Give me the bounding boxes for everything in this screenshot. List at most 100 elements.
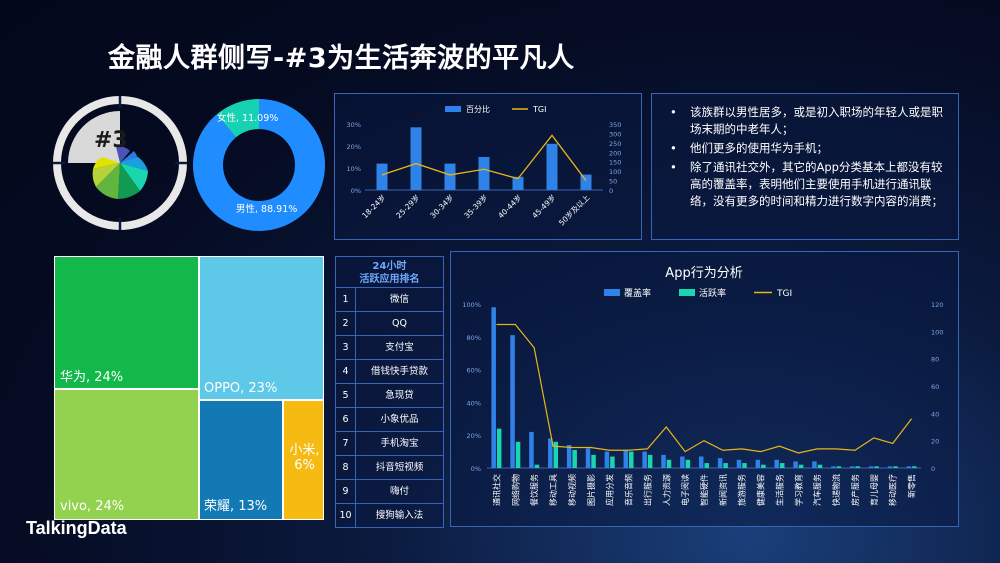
treemap-label: 荣耀, 13% [204,499,268,514]
talkingdata-logo: TalkingData [26,518,127,538]
cover-bar [755,459,761,468]
gender-label-female: 女性, 11.09% [217,112,278,124]
age-bar [376,163,388,190]
age-bar [478,157,490,190]
ranking-row: 7 手机淘宝 [336,432,443,456]
insight-item: 除了通讯社交外，其它的App分类基本上都没有较高的覆盖率，表明他们主要使用手机进… [668,159,948,210]
badge-label: #3 [94,128,128,153]
cover-bar [793,461,798,468]
x-tick-label: 育儿母婴 [869,474,879,506]
age-bar [546,143,558,190]
y-tick-right: 100 [931,328,943,336]
legend-label-tgi: TGI [776,289,792,299]
active-bar [742,463,747,468]
treemap-label: 华为, 24% [60,370,124,385]
ranking-row: 3 支付宝 [336,336,443,360]
x-tick-label: 50岁及以上 [556,192,591,227]
y-tick-left: 60% [467,367,481,375]
app-ranking-table: 24小时 活跃应用排名 1 微信 2 QQ 3 支付宝 4 借钱快手贷款 5 急现贷 6 小象优品 7 手… [335,256,444,528]
active-bar [798,464,804,468]
legend-label-cover: 覆盖率 [624,287,651,299]
y-tick-left: 20% [467,432,481,440]
legend-swatch-cover [604,289,620,296]
cover-bar [585,448,591,468]
age-chart-panel: 百分比 TGI 0% 10% 20% 30% 0 50 100 150 200 250 300 350 18… [334,93,642,240]
y-tick-right: 60 [931,383,939,391]
y-tick-left: 40% [467,399,481,407]
rank-app-name: 抖音短视频 [375,462,424,473]
rank-app-name: 支付宝 [385,342,414,353]
active-bar [572,449,577,468]
cover-bar [548,438,553,468]
cover-bar [831,466,836,468]
rank-number: 10 [336,504,356,528]
y-tick-right: 0 [609,187,613,195]
y-tick-left: 20% [347,143,361,151]
treemap-cell-oppo: OPPO, 23% [199,256,324,400]
segment-badge: #3 [53,96,187,230]
treemap-label: 小米, 6% [289,443,320,473]
rank-app-name: 急现贷 [385,390,414,401]
rank-app-name: QQ [392,318,407,329]
active-bar [610,456,615,468]
rose-petal [92,163,120,187]
y-tick-left: 100% [462,301,481,309]
y-tick-right: 40 [931,410,939,418]
cover-bar [604,451,610,468]
ranking-row: 1 微信 [336,288,443,312]
y-tick-right: 100 [609,168,621,176]
x-tick-label: 音乐音频 [624,474,634,506]
y-tick-left: 0% [471,465,481,473]
legend-label-active: 活跃率 [699,287,726,299]
rank-number: 8 [336,456,356,479]
treemap-cell-vivo: vivo, 24% [54,389,199,520]
treemap-cell-xiaomi: 小米, 6% [283,400,324,520]
active-bar [534,464,540,468]
x-tick-label: 旅游服务 [737,474,747,506]
ranking-title: 24小时 活跃应用排名 [336,257,443,288]
active-bar [704,463,709,468]
ranking-row: 2 QQ [336,312,443,336]
cover-bar [661,454,666,468]
active-bar [553,441,559,468]
y-tick-left: 0% [351,187,361,195]
ranking-row: 6 小象优品 [336,408,443,432]
legend-swatch-active [679,289,695,296]
cover-bar [491,307,496,468]
rose-petal [96,163,120,199]
active-bar [893,466,898,468]
y-tick-right: 50 [609,178,617,186]
x-tick-label: 出行服务 [642,474,652,506]
badge-quadrant [68,111,120,163]
active-bar [591,454,596,468]
cover-bar [849,466,855,468]
x-tick-label: 移动医疗 [888,474,898,506]
cover-bar [887,466,893,468]
x-tick-label: 智能硬件 [699,474,709,506]
rank-number: 1 [336,288,356,311]
treemap-cell-honor: 荣耀, 13% [199,400,283,520]
active-bar [685,459,691,468]
rose-petal [116,146,130,163]
gender-donut-chart: 女性, 11.09% 男性, 88.91% [193,99,325,231]
x-tick-label: 健康美容 [756,474,766,506]
active-bar [874,466,879,468]
cover-bar [699,456,704,468]
treemap-cell-huawei: 华为, 24% [54,256,199,389]
insights-panel: 该族群以男性居多，或是初入职场的年轻人或是职场末期的中老年人； 他们更多的使用华… [651,93,959,240]
active-bar [666,459,672,468]
x-tick-label: 餐饮服务 [529,474,539,506]
active-bar [779,463,785,468]
legend-swatch-percent [445,106,461,112]
rank-app-name: 微信 [389,294,409,305]
tgi-line [496,323,913,454]
rank-number: 5 [336,384,356,407]
legend-label-tgi: TGI [532,105,546,114]
x-tick-label: 人力资源 [661,474,671,506]
x-tick-label: 25-29岁 [394,192,422,220]
y-tick-right: 0 [931,465,935,473]
active-bar [761,464,766,468]
y-tick-right: 150 [609,159,621,167]
x-tick-label: 45-49岁 [530,192,558,220]
y-tick-right: 20 [931,438,939,446]
